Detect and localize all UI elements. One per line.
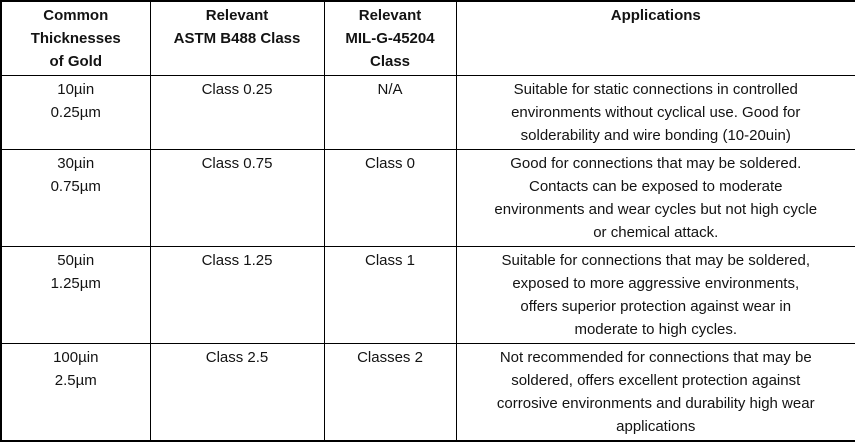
table-row: 100µin 2.5µm Class 2.5 Classes 2 Not rec… <box>0 343 855 442</box>
cell-mil-class: Class 0 <box>323 149 457 247</box>
cell-thickness: 30µin 0.75µm <box>0 149 151 247</box>
header-thickness: Common Thicknesses of Gold <box>0 0 151 76</box>
cell-applications: Good for connections that may be soldere… <box>455 149 855 247</box>
table-row: 10µin 0.25µm Class 0.25 N/A Suitable for… <box>0 75 855 150</box>
header-applications: Applications <box>455 0 855 76</box>
cell-astm-class: Class 0.75 <box>149 149 325 247</box>
cell-applications: Not recommended for connections that may… <box>455 343 855 442</box>
cell-mil-class: N/A <box>323 75 457 150</box>
cell-mil-class: Class 1 <box>323 246 457 344</box>
cell-astm-class: Class 1.25 <box>149 246 325 344</box>
table-row: 30µin 0.75µm Class 0.75 Class 0 Good for… <box>0 149 855 247</box>
cell-thickness: 10µin 0.25µm <box>0 75 151 150</box>
header-mil-class: Relevant MIL-G-45204 Class <box>323 0 457 76</box>
cell-astm-class: Class 0.25 <box>149 75 325 150</box>
header-astm-class: Relevant ASTM B488 Class <box>149 0 325 76</box>
header-row: Common Thicknesses of Gold Relevant ASTM… <box>0 0 855 76</box>
cell-mil-class: Classes 2 <box>323 343 457 442</box>
cell-astm-class: Class 2.5 <box>149 343 325 442</box>
cell-thickness: 100µin 2.5µm <box>0 343 151 442</box>
table-row: 50µin 1.25µm Class 1.25 Class 1 Suitable… <box>0 246 855 344</box>
cell-applications: Suitable for connections that may be sol… <box>455 246 855 344</box>
cell-thickness: 50µin 1.25µm <box>0 246 151 344</box>
cell-applications: Suitable for static connections in contr… <box>455 75 855 150</box>
